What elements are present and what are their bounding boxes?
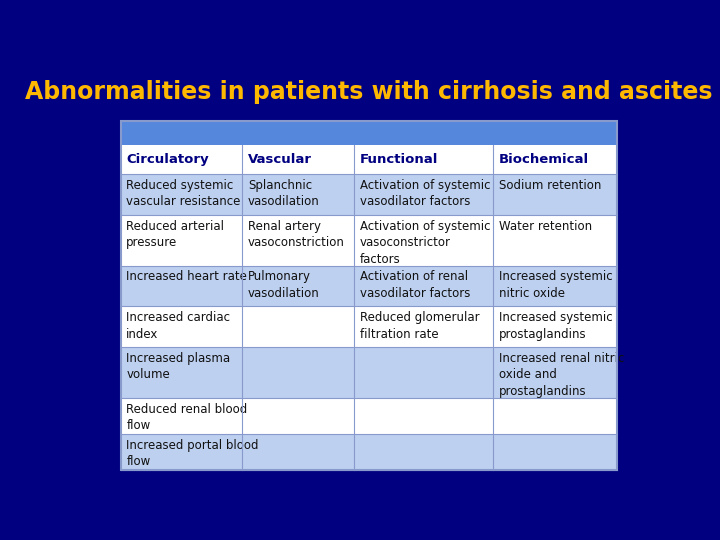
- Bar: [121, 215, 617, 266]
- Bar: [121, 434, 617, 470]
- Text: Abnormalities in patients with cirrhosis and ascites: Abnormalities in patients with cirrhosis…: [25, 80, 713, 104]
- Text: Activation of renal
vasodilator factors: Activation of renal vasodilator factors: [360, 271, 470, 300]
- Text: Reduced glomerular
filtration rate: Reduced glomerular filtration rate: [360, 311, 480, 341]
- Text: Activation of systemic
vasodilator factors: Activation of systemic vasodilator facto…: [360, 179, 490, 208]
- Text: Increased heart rate: Increased heart rate: [126, 271, 247, 284]
- Text: Vascular: Vascular: [248, 153, 312, 166]
- Bar: [121, 145, 617, 174]
- Text: Increased portal blood
flow: Increased portal blood flow: [126, 439, 258, 468]
- Bar: [121, 306, 617, 347]
- Text: Circulatory: Circulatory: [126, 153, 209, 166]
- Text: Increased plasma
volume: Increased plasma volume: [126, 352, 230, 381]
- Text: Reduced systemic
vascular resistance: Reduced systemic vascular resistance: [126, 179, 240, 208]
- Text: Increased systemic
nitric oxide: Increased systemic nitric oxide: [499, 271, 612, 300]
- Bar: [121, 121, 617, 470]
- Text: Water retention: Water retention: [499, 220, 592, 233]
- Text: Activation of systemic
vasoconstrictor
factors: Activation of systemic vasoconstrictor f…: [360, 220, 490, 266]
- Bar: [121, 121, 617, 145]
- Text: Pulmonary
vasodilation: Pulmonary vasodilation: [248, 271, 320, 300]
- Text: Functional: Functional: [360, 153, 438, 166]
- Bar: [121, 121, 617, 470]
- Bar: [121, 174, 617, 215]
- Text: Sodium retention: Sodium retention: [499, 179, 601, 192]
- Text: Reduced renal blood
flow: Reduced renal blood flow: [126, 403, 248, 432]
- Bar: [121, 397, 617, 434]
- Text: Increased systemic
prostaglandins: Increased systemic prostaglandins: [499, 311, 612, 341]
- Text: Reduced arterial
pressure: Reduced arterial pressure: [126, 220, 224, 249]
- Text: Biochemical: Biochemical: [499, 153, 589, 166]
- Text: Increased cardiac
index: Increased cardiac index: [126, 311, 230, 341]
- Bar: [121, 266, 617, 306]
- Text: Splanchnic
vasodilation: Splanchnic vasodilation: [248, 179, 320, 208]
- Text: Increased renal nitric
oxide and
prostaglandins: Increased renal nitric oxide and prostag…: [499, 352, 624, 398]
- Text: Renal artery
vasoconstriction: Renal artery vasoconstriction: [248, 220, 345, 249]
- Bar: [121, 347, 617, 397]
